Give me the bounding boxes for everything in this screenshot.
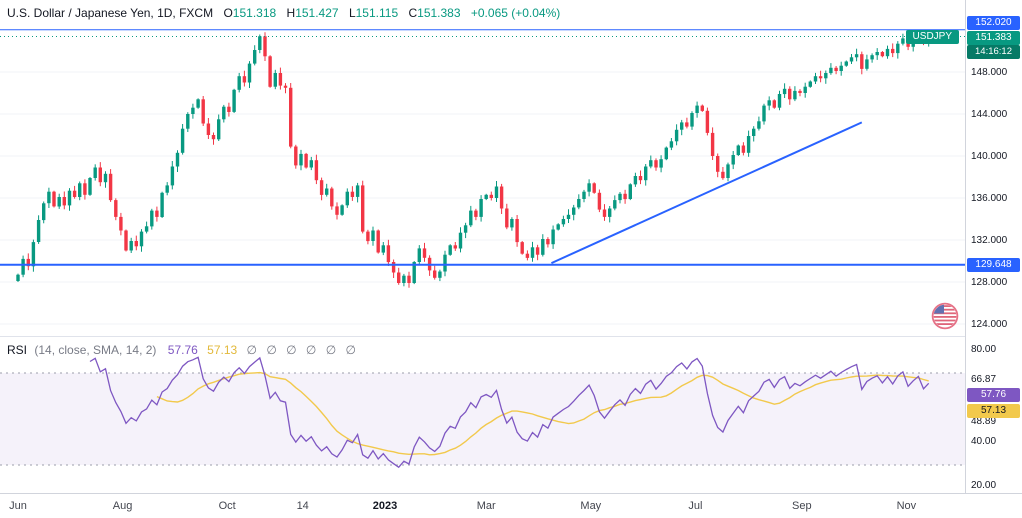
time-axis-label: Oct bbox=[218, 500, 236, 512]
time-axis-label: 2023 bbox=[372, 500, 398, 512]
price-axis-label: 144.000 bbox=[971, 109, 1008, 120]
price-axis-label: 128.000 bbox=[971, 277, 1008, 288]
indicator-params: (14, close, SMA, 14, 2) bbox=[34, 343, 157, 357]
time-axis-label: Jun bbox=[9, 500, 27, 512]
price-axis[interactable]: 152.020 151.383 14:16:12 129.648 57.76 5… bbox=[965, 0, 1022, 493]
time-axis-label: Aug bbox=[112, 500, 133, 512]
time-axis-label: Mar bbox=[476, 500, 496, 512]
ohlc-high-value: 151.427 bbox=[295, 6, 339, 20]
rsi-axis-label: 48.89 bbox=[971, 415, 997, 427]
time-axis-label: Nov bbox=[896, 500, 917, 512]
chart-legend: U.S. Dollar / Japanese Yen, 1D, FXCM O15… bbox=[7, 6, 560, 20]
symbol-title[interactable]: U.S. Dollar / Japanese Yen, 1D, FXCM bbox=[7, 6, 214, 20]
price-label-high-line[interactable]: 152.020 bbox=[967, 15, 1020, 30]
rsi-sma-badge: 57.13 bbox=[967, 403, 1020, 418]
ohlc-low-value: 151.115 bbox=[355, 6, 399, 20]
price-change: +0.065 (+0.04%) bbox=[470, 6, 561, 20]
price-label-support-line[interactable]: 129.648 bbox=[967, 257, 1020, 272]
rsi-legend: RSI (14, close, SMA, 14, 2) 57.76 57.13 … bbox=[7, 343, 356, 357]
rsi-line bbox=[89, 356, 930, 469]
empty-value-icon: ∅ bbox=[325, 343, 337, 357]
ohlc-low-label: L bbox=[348, 6, 356, 20]
time-axis-label: Jul bbox=[688, 500, 703, 512]
rsi-value-badge: 57.76 bbox=[967, 388, 1020, 403]
symbol-marker-badge[interactable]: USDJPY bbox=[905, 30, 959, 44]
candles bbox=[16, 31, 931, 288]
rsi-current-value: 57.76 bbox=[167, 343, 198, 357]
ohlc-open-value: 151.318 bbox=[232, 6, 277, 20]
rsi-band bbox=[0, 373, 965, 465]
time-axis-label: 14 bbox=[296, 500, 309, 512]
price-axis-label: 148.000 bbox=[971, 67, 1008, 78]
ohlc-close-value: 151.383 bbox=[417, 6, 461, 20]
ohlc-close-label: C bbox=[408, 6, 418, 20]
indicator-title[interactable]: RSI bbox=[7, 343, 28, 357]
price-label-last[interactable]: 151.383 bbox=[967, 30, 1020, 45]
empty-value-icon: ∅ bbox=[345, 343, 356, 357]
empty-value-icon: ∅ bbox=[305, 343, 317, 357]
empty-value-icon: ∅ bbox=[266, 343, 277, 357]
ohlc-open-label: O bbox=[223, 6, 233, 20]
rsi-sma-value: 57.13 bbox=[207, 343, 238, 357]
price-axis-label: 132.000 bbox=[971, 235, 1008, 246]
rsi-pane[interactable]: RSI (14, close, SMA, 14, 2) 57.76 57.13 … bbox=[0, 336, 965, 494]
time-axis[interactable]: Jun Aug Oct 14 2023 Mar May Jul Sep Nov bbox=[0, 493, 1022, 518]
price-axis-label: 124.000 bbox=[971, 319, 1008, 330]
empty-value-icon: ∅ bbox=[286, 343, 297, 357]
rsi-chart-canvas[interactable] bbox=[0, 337, 965, 494]
price-axis-label: 140.000 bbox=[971, 151, 1008, 162]
us-flag-icon bbox=[931, 302, 959, 330]
price-chart-canvas[interactable] bbox=[0, 0, 965, 336]
empty-value-icon: ∅ bbox=[246, 343, 257, 357]
main-price-pane[interactable]: U.S. Dollar / Japanese Yen, 1D, FXCM O15… bbox=[0, 0, 965, 336]
bar-countdown: 14:16:12 bbox=[967, 44, 1020, 59]
trendline[interactable] bbox=[550, 121, 863, 265]
time-axis-label: Sep bbox=[792, 500, 812, 512]
rsi-axis-label: 20.00 bbox=[971, 480, 997, 491]
price-axis-label: 136.000 bbox=[971, 193, 1008, 204]
rsi-axis-label: 40.00 bbox=[971, 436, 997, 447]
ohlc-high-label: H bbox=[286, 6, 296, 20]
rsi-axis-label: 80.00 bbox=[971, 344, 997, 355]
rsi-axis-label: 66.87 bbox=[971, 374, 997, 386]
rsi-sma-line bbox=[156, 371, 929, 456]
time-axis-label: May bbox=[580, 500, 602, 512]
